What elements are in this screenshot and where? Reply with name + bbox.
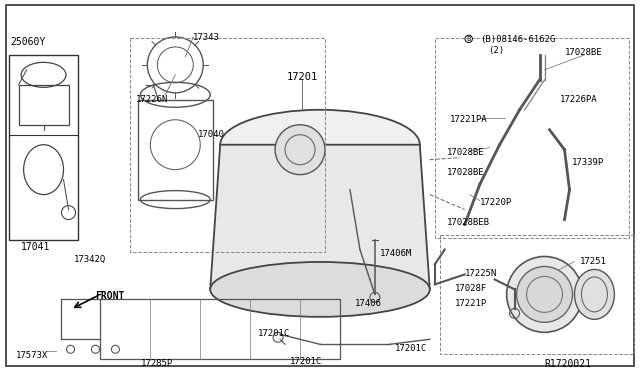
Text: B: B [467, 36, 471, 42]
Polygon shape [210, 145, 430, 289]
Ellipse shape [220, 110, 420, 180]
Text: 17573X: 17573X [15, 351, 48, 360]
Circle shape [516, 266, 573, 323]
Bar [440, 234, 634, 354]
Bar [19, 85, 68, 125]
Bar [131, 38, 325, 253]
Ellipse shape [210, 262, 430, 317]
Text: FRONT: FRONT [95, 291, 125, 301]
Text: 17221P: 17221P [455, 299, 487, 308]
Text: 17225N: 17225N [465, 269, 497, 279]
Text: 17342Q: 17342Q [74, 254, 106, 263]
Ellipse shape [575, 269, 614, 319]
Text: (B)08146-6162G: (B)08146-6162G [479, 35, 555, 44]
Text: 17028F: 17028F [455, 285, 487, 294]
Text: R1720021: R1720021 [545, 359, 591, 369]
Bar [435, 38, 629, 237]
Text: 25060Y: 25060Y [11, 37, 46, 47]
Text: 17028BE: 17028BE [564, 48, 602, 57]
Text: 17226PA: 17226PA [559, 95, 597, 104]
Text: (2): (2) [488, 46, 504, 55]
Text: 17406M: 17406M [380, 250, 412, 259]
Text: 17221PA: 17221PA [450, 115, 487, 124]
Text: 17201C: 17201C [395, 344, 427, 353]
Text: 17285P: 17285P [140, 359, 173, 368]
Text: 17251: 17251 [579, 257, 606, 266]
Text: 17339P: 17339P [572, 158, 604, 167]
Circle shape [275, 125, 325, 174]
Text: 17201C: 17201C [290, 357, 323, 366]
Text: 17406: 17406 [355, 299, 382, 308]
Circle shape [507, 256, 582, 332]
Text: 17220P: 17220P [479, 198, 512, 206]
Text: 17040: 17040 [198, 130, 225, 139]
Text: 17343: 17343 [193, 33, 220, 42]
Text: 17028BE: 17028BE [447, 168, 484, 177]
Text: 17201C: 17201C [258, 329, 291, 338]
Text: 17028BEB: 17028BEB [447, 218, 490, 227]
Text: 17028BE: 17028BE [447, 148, 484, 157]
Bar [138, 100, 213, 200]
Bar [8, 55, 79, 240]
Text: 17041: 17041 [20, 241, 50, 251]
Text: 17201: 17201 [287, 72, 317, 82]
Text: 17226N: 17226N [136, 95, 168, 104]
